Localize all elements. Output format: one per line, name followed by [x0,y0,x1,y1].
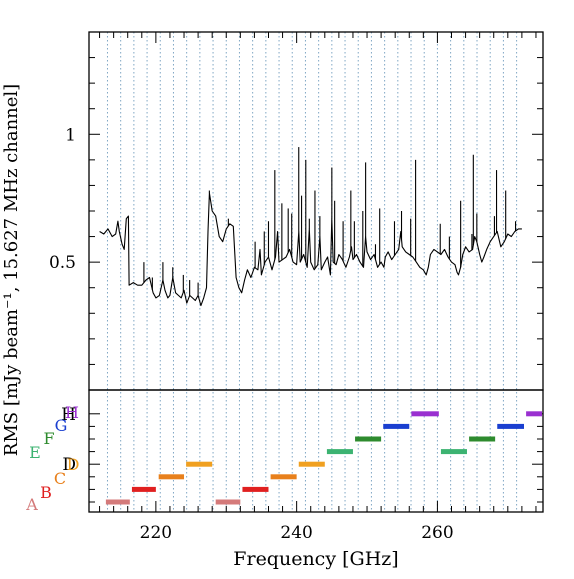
top-panel-frame [88,31,544,391]
spw-segment-F [355,436,382,442]
spw-segment-A [215,499,241,505]
legend-letter-D: D [67,455,80,474]
segments-layer [105,411,542,505]
spw-segment-E [440,449,467,455]
legend-letter-F: F [43,429,54,448]
legend-letter-E: E [29,443,41,462]
spw-segment-B [242,486,269,492]
spw-segment-A [105,499,130,505]
spw-segment-D [298,461,325,467]
spw-segment-G [497,423,524,429]
spw-segment-D [186,461,213,467]
y-tick-label: H [61,405,76,425]
y-tick-label: D [62,455,76,475]
spw-segment-B [131,486,156,492]
x-tick-label: 240 [280,523,312,543]
y-axis-label: RMS [mJy beam⁻¹, 15.627 MHz channel] [1,84,22,456]
rms-line [99,192,522,307]
bottom-panel-border [88,389,544,513]
spw-segment-C [270,474,297,480]
legend-letter-H: H [65,403,79,422]
top-panel-border [88,31,544,391]
legend-letter-G: G [55,416,68,435]
grid-layer [106,32,518,512]
line-series-layer [99,147,522,307]
spw-segment-H [411,411,439,417]
x-tick-label: 220 [140,523,172,543]
bottom-panel-frame [88,389,544,513]
y-tick-label: 1 [65,125,76,145]
spw-segment-H [526,411,542,417]
legend-letter-A: A [25,495,38,514]
x-axis-label: Frequency [GHz] [233,548,398,570]
y-tick-label: 0.5 [49,253,76,273]
labels-layer: 220 240 260 0.5 1 D H Frequency [GHz] RMS [mJy b… [1,84,454,570]
spw-segment-F [469,436,496,442]
legend-letter-B: B [40,483,52,502]
x-tick-label: 260 [421,523,453,543]
spw-segment-C [158,474,185,480]
legend-letter-C: C [54,469,66,488]
spw-segment-E [326,449,353,455]
spw-segment-G [383,423,410,429]
